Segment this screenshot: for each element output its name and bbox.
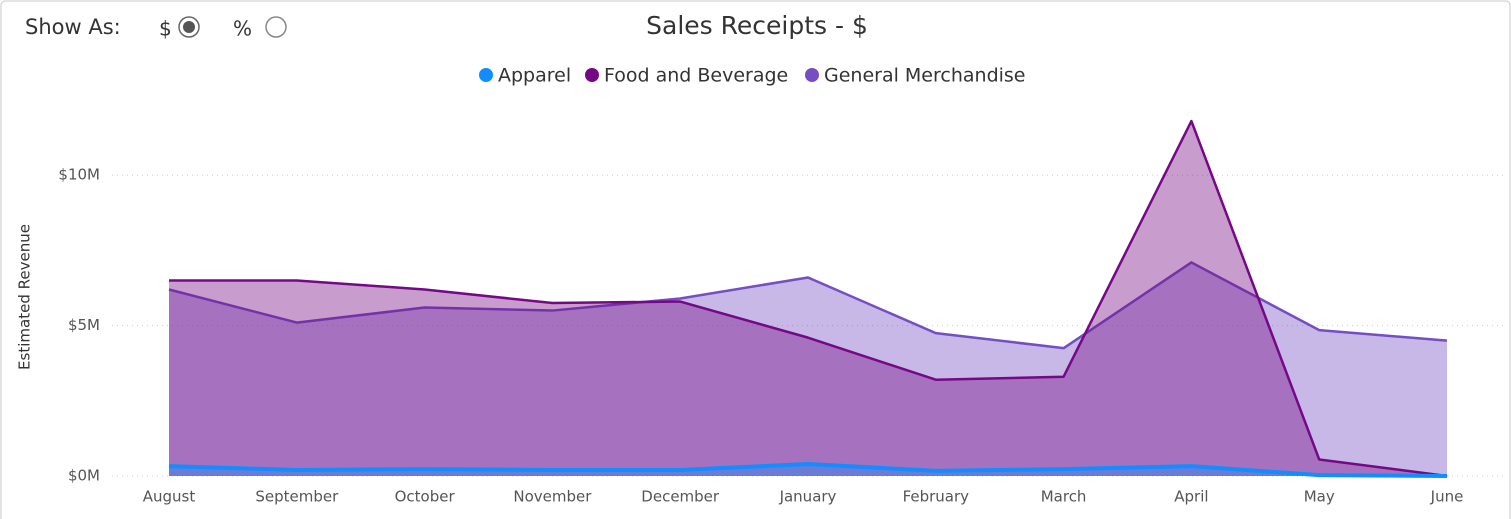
x-tick-label: May: [1304, 488, 1335, 506]
x-tick-label: June: [1430, 488, 1464, 506]
y-axis-title: Estimated Revenue: [16, 224, 34, 370]
legend-marker: [479, 68, 493, 82]
area: [169, 121, 1447, 476]
y-tick-label: $5M: [68, 316, 100, 334]
legend-marker: [805, 68, 819, 82]
area: [169, 262, 1447, 476]
show-as-label: Show As:: [25, 15, 121, 39]
line: [168, 461, 1448, 478]
radio-dot: [183, 21, 195, 33]
x-tick-label: October: [395, 488, 456, 506]
legend-marker: [585, 68, 599, 82]
y-tick-label: $10M: [58, 166, 100, 184]
area: [169, 463, 1447, 476]
x-tick-label: September: [255, 488, 339, 506]
line: [168, 261, 1448, 350]
legend-label: General Merchandise: [824, 65, 1026, 87]
chart-title: Sales Receipts - $: [646, 11, 868, 40]
x-tick-label: February: [903, 488, 970, 506]
legend-label: Apparel: [498, 65, 571, 87]
y-tick-label: $0M: [68, 467, 100, 485]
x-tick-label: January: [779, 488, 837, 506]
x-tick-label: April: [1174, 488, 1208, 506]
option-label[interactable]: %: [233, 17, 252, 41]
legend-label: Food and Beverage: [604, 65, 788, 87]
x-tick-label: November: [513, 488, 592, 506]
radio-button[interactable]: [265, 16, 287, 38]
x-tick-label: March: [1041, 488, 1087, 506]
line: [169, 119, 1448, 478]
x-tick-label: December: [641, 488, 720, 506]
option-label[interactable]: $: [159, 17, 172, 41]
x-tick-label: August: [143, 488, 196, 506]
